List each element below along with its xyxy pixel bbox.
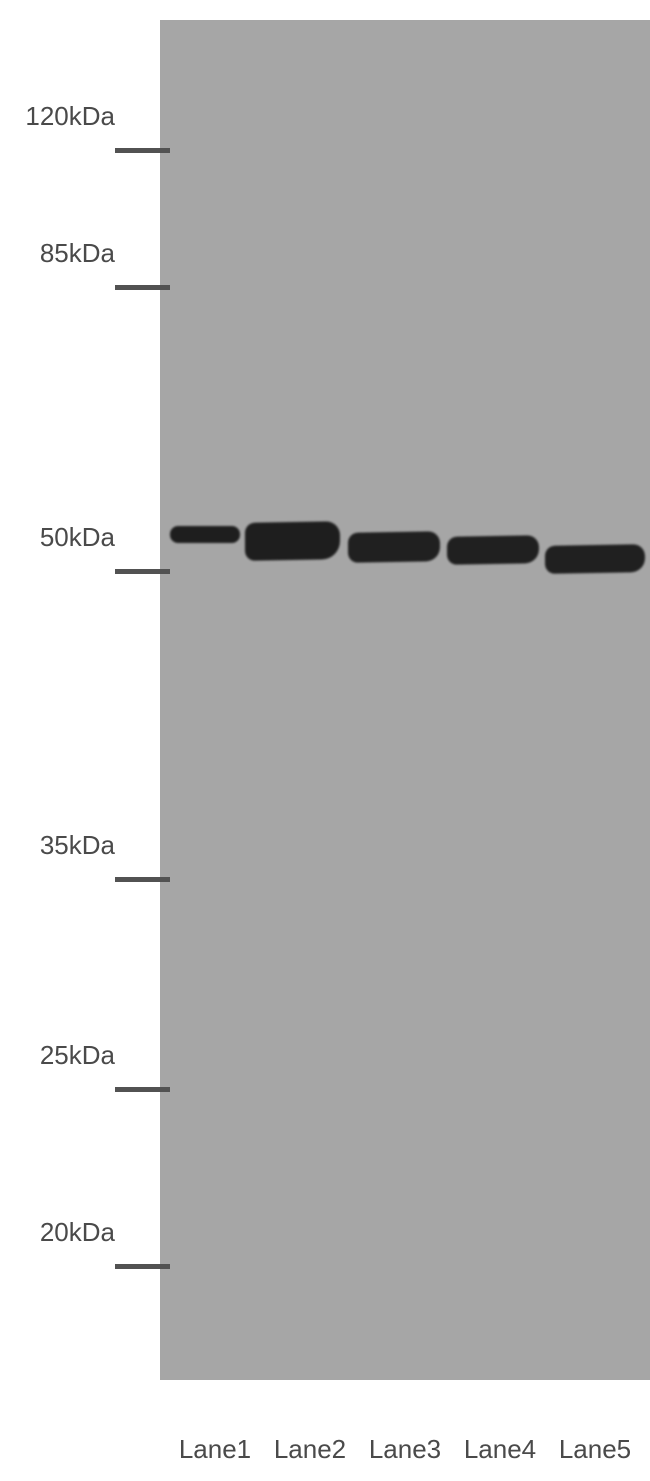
marker-tick xyxy=(115,569,170,574)
protein-band xyxy=(170,526,240,543)
marker-tick xyxy=(115,877,170,882)
lane-label: Lane3 xyxy=(358,1434,453,1465)
marker-tick xyxy=(115,1264,170,1269)
marker-label: 25kDa xyxy=(30,1040,115,1071)
protein-band xyxy=(245,521,340,561)
marker-tick xyxy=(115,1087,170,1092)
protein-band xyxy=(348,531,440,563)
marker-label: 85kDa xyxy=(30,238,115,269)
marker-tick xyxy=(115,148,170,153)
marker-label: 120kDa xyxy=(18,101,115,132)
lane-label: Lane4 xyxy=(453,1434,548,1465)
marker-label: 35kDa xyxy=(30,830,115,861)
lane-label: Lane5 xyxy=(548,1434,643,1465)
protein-band xyxy=(447,535,539,565)
blot-membrane xyxy=(160,20,650,1380)
western-blot-figure: 120kDa85kDa50kDa35kDa25kDa20kDa Lane1Lan… xyxy=(0,0,650,1481)
lane-label: Lane1 xyxy=(168,1434,263,1465)
protein-band xyxy=(545,544,645,574)
marker-tick xyxy=(115,285,170,290)
marker-label: 20kDa xyxy=(30,1217,115,1248)
marker-label: 50kDa xyxy=(30,522,115,553)
lane-label: Lane2 xyxy=(263,1434,358,1465)
